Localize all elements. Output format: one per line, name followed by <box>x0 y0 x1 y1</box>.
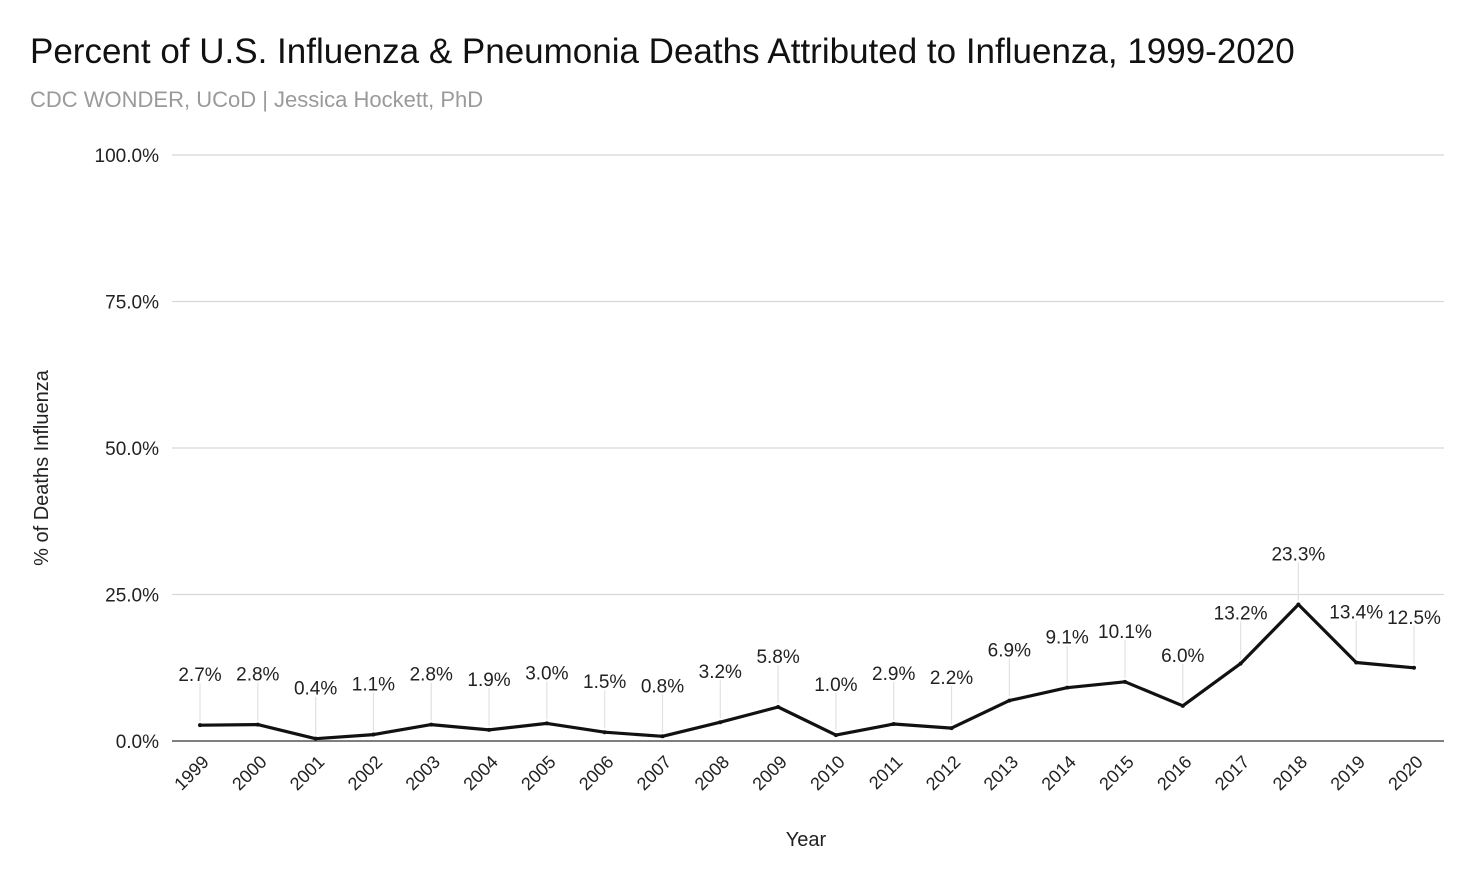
x-tick-label: 2013 <box>980 752 1022 794</box>
x-tick-label: 2014 <box>1038 752 1080 794</box>
series-line <box>198 602 1416 741</box>
data-label: 12.5% <box>1387 608 1441 629</box>
x-tick-label: 2002 <box>344 752 386 794</box>
data-label: 1.9% <box>467 670 510 691</box>
x-tick-label: 2009 <box>748 752 790 794</box>
x-tick-label: 2007 <box>633 752 675 794</box>
data-point <box>1238 661 1243 666</box>
data-point <box>718 720 723 725</box>
x-tick-label: 1999 <box>170 752 212 794</box>
data-label: 0.8% <box>641 676 684 697</box>
data-point <box>949 726 954 731</box>
data-point <box>255 722 260 727</box>
x-tick-label: 2001 <box>286 752 328 794</box>
data-label: 2.8% <box>410 665 453 686</box>
y-axis-ticks: 0.0% 25.0% 50.0% 75.0% 100.0% <box>95 146 160 753</box>
x-tick-label: 2015 <box>1095 752 1137 794</box>
data-label: 2.8% <box>236 665 279 686</box>
y-tick-label: 100.0% <box>95 146 160 167</box>
data-label: 2.9% <box>872 664 915 685</box>
data-point <box>1180 703 1185 708</box>
data-label: 6.0% <box>1161 646 1204 667</box>
y-tick-label: 50.0% <box>105 439 159 460</box>
x-axis-title: Year <box>786 829 827 851</box>
y-axis-title: % of Deaths Influenza <box>31 369 53 566</box>
data-label: 1.0% <box>814 675 857 696</box>
data-point <box>544 721 549 726</box>
grid-lines <box>172 154 1444 596</box>
data-labels: 2.7% 2.8% 0.4% 1.1% 2.8% 1.9% 3.0% 1.5% 0.8% 3.2%… <box>178 544 1441 699</box>
data-point <box>776 705 781 710</box>
data-point <box>429 722 434 727</box>
x-tick-label: 2000 <box>228 752 270 794</box>
chart-title: Percent of U.S. Influenza & Pneumonia De… <box>30 32 1295 71</box>
x-tick-label: 2012 <box>922 752 964 794</box>
x-tick-label: 2003 <box>402 752 444 794</box>
data-point <box>371 732 376 737</box>
x-tick-label: 2011 <box>865 752 907 794</box>
data-label: 13.4% <box>1329 602 1383 623</box>
x-tick-label: 2018 <box>1269 752 1311 794</box>
x-tick-label: 2017 <box>1211 752 1253 794</box>
data-point <box>487 727 492 732</box>
data-point <box>313 736 318 741</box>
data-label: 5.8% <box>756 647 799 668</box>
data-point <box>198 723 202 728</box>
data-label: 9.1% <box>1045 628 1088 649</box>
x-tick-label: 2016 <box>1153 752 1195 794</box>
y-tick-label: 25.0% <box>105 586 159 607</box>
chart-subtitle: CDC WONDER, UCoD | Jessica Hockett, PhD <box>30 87 484 112</box>
y-tick-label: 0.0% <box>116 732 159 753</box>
data-point <box>1007 698 1012 703</box>
data-label: 6.9% <box>988 641 1031 662</box>
x-axis-ticks: 1999 2000 2001 2002 2003 2004 2005 2006 2007 2008… <box>170 752 1426 794</box>
data-label: 13.2% <box>1214 604 1268 625</box>
data-point <box>1354 660 1359 665</box>
data-label: 3.0% <box>525 663 568 684</box>
x-tick-label: 2008 <box>691 752 733 794</box>
x-tick-label: 2005 <box>517 752 559 794</box>
data-label: 2.2% <box>930 668 973 689</box>
x-tick-label: 2019 <box>1327 752 1369 794</box>
data-point <box>891 722 896 727</box>
data-label-leaders <box>199 562 1415 735</box>
data-point <box>1065 685 1070 690</box>
data-label: 0.4% <box>294 679 337 700</box>
data-label: 1.5% <box>583 672 626 693</box>
data-label: 10.1% <box>1098 622 1152 643</box>
x-tick-label: 2004 <box>459 752 501 794</box>
data-point <box>1296 602 1301 607</box>
data-point <box>833 733 838 738</box>
data-point <box>1122 679 1127 684</box>
y-tick-label: 75.0% <box>105 293 159 314</box>
data-point <box>602 730 607 735</box>
data-point <box>660 734 665 739</box>
data-label: 1.1% <box>352 675 395 696</box>
data-label: 23.3% <box>1271 544 1325 565</box>
series-line-group <box>198 602 1416 741</box>
x-tick-label: 2006 <box>575 752 617 794</box>
data-point <box>1412 665 1416 670</box>
x-tick-label: 2010 <box>806 752 848 794</box>
x-tick-label: 2020 <box>1384 752 1426 794</box>
data-label: 3.2% <box>699 662 742 683</box>
data-label: 2.7% <box>178 665 221 686</box>
